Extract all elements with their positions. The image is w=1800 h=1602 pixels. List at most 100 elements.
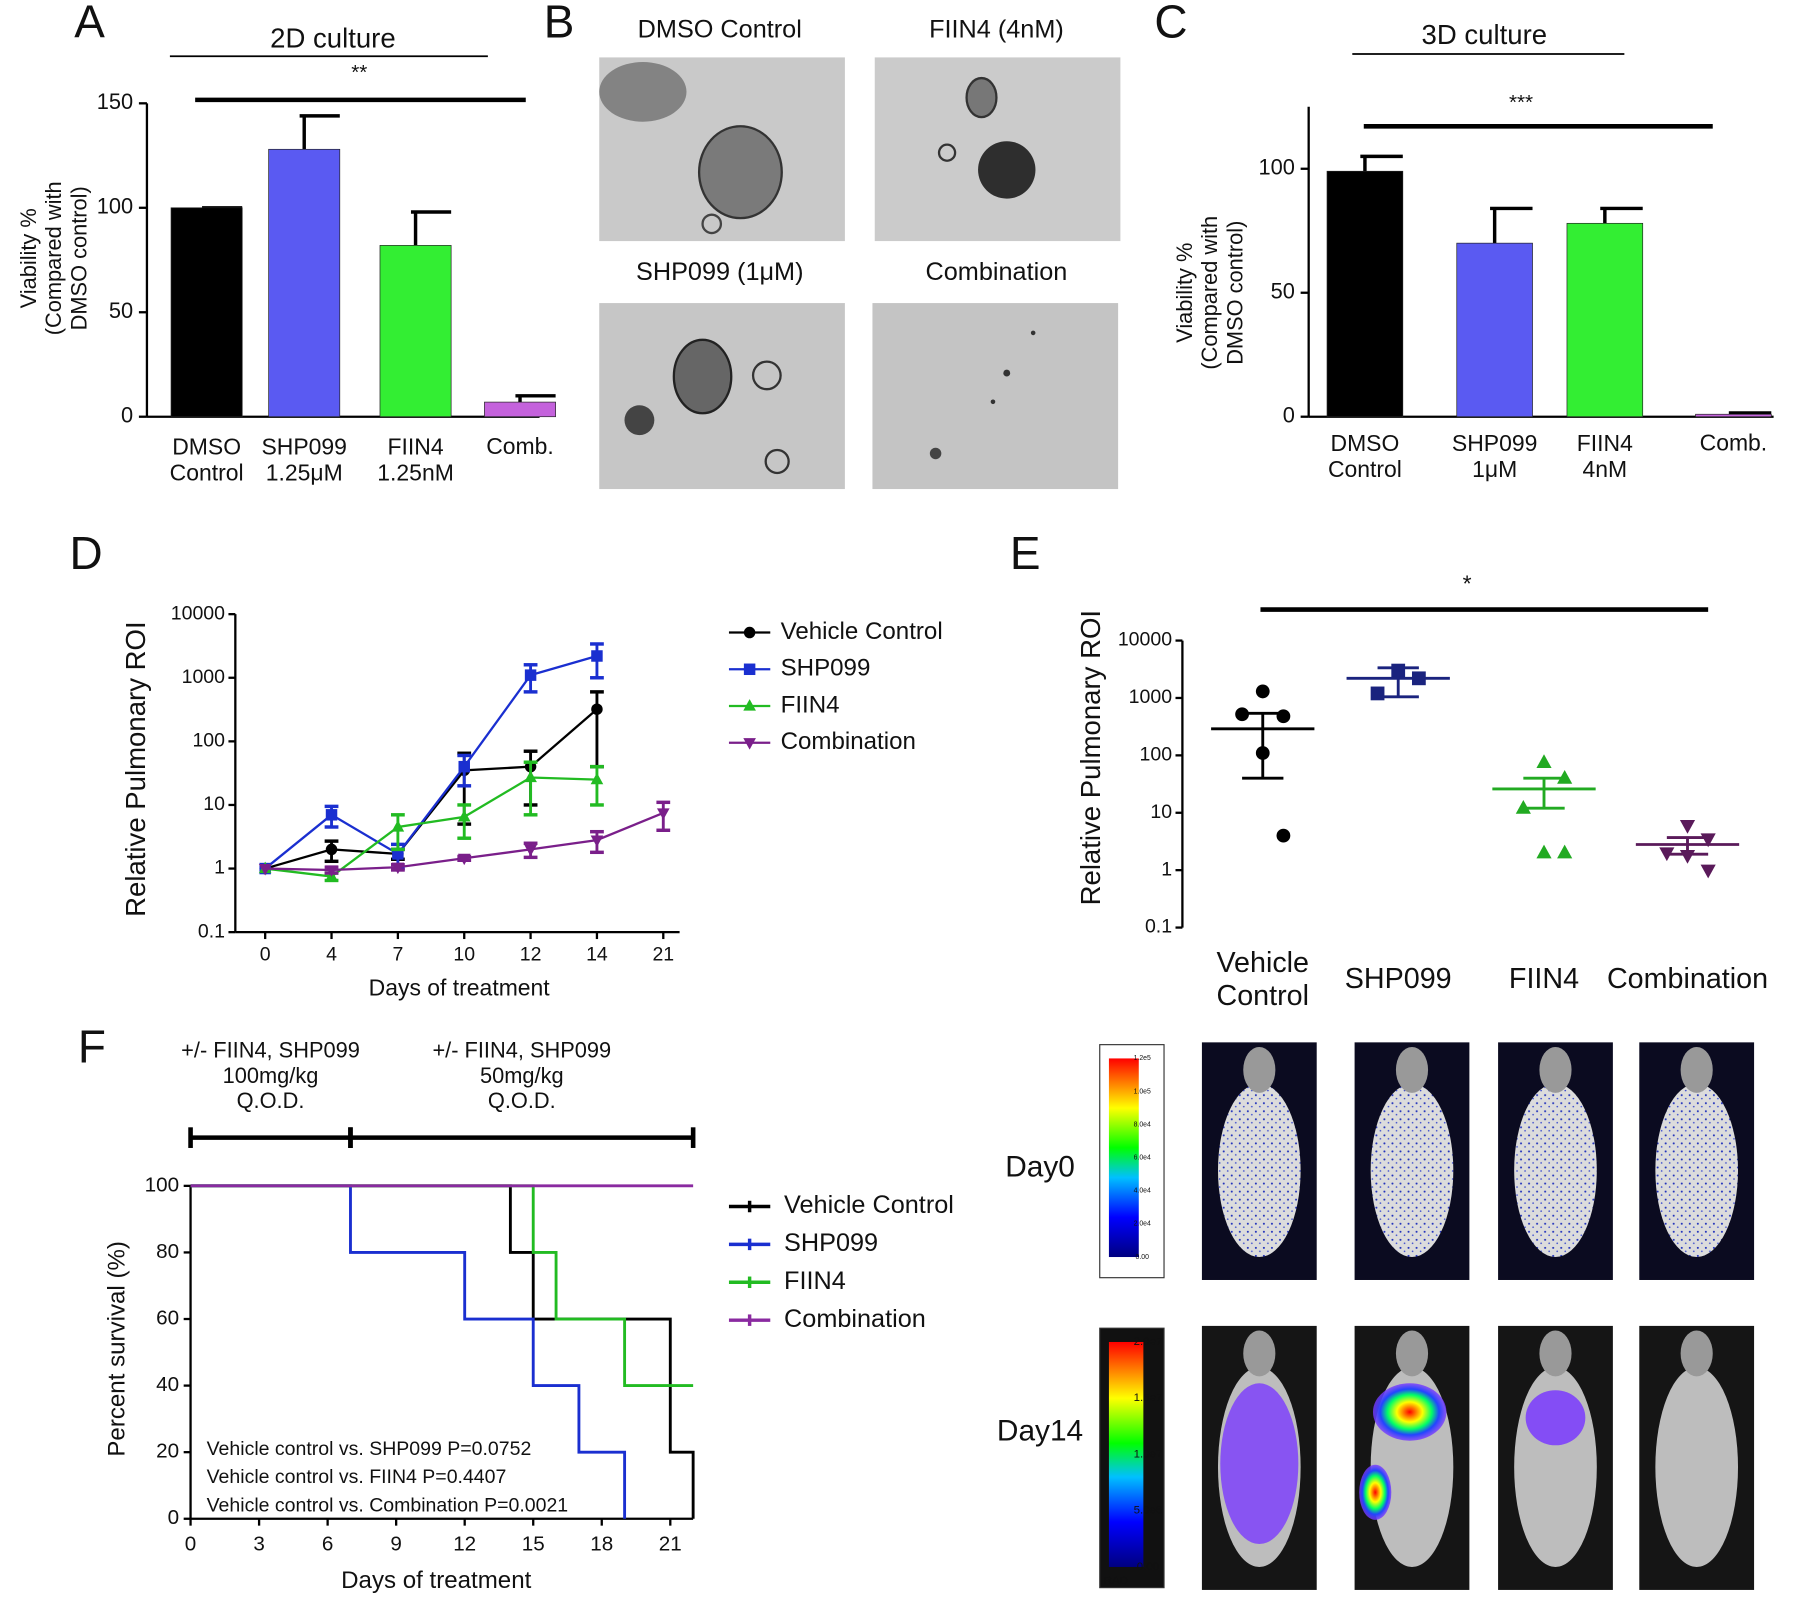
text-line: Control bbox=[1217, 979, 1309, 1011]
x-tick-label: Comb. bbox=[1700, 429, 1768, 455]
annotation: Vehicle control vs. SHP099 P=0.0752 bbox=[207, 1438, 532, 1460]
legend-label: Combination bbox=[781, 728, 916, 755]
x-tick-label: 10 bbox=[453, 943, 475, 965]
mouse-body bbox=[1655, 1083, 1739, 1258]
y-tick-label: 1 bbox=[1161, 858, 1172, 880]
y-tick-label: 10 bbox=[1150, 801, 1172, 823]
marker bbox=[325, 809, 338, 821]
y-axis-label: Percent survival (%) bbox=[104, 1241, 131, 1457]
legend-label: Vehicle Control bbox=[781, 618, 943, 645]
text-line: FIIN4 bbox=[388, 433, 444, 459]
y-axis-label: Relative Pulmonary ROI bbox=[1075, 610, 1106, 905]
x-tick-label: 6 bbox=[322, 1533, 334, 1556]
y-tick-label: 50 bbox=[109, 298, 133, 323]
text-line: DMSO control) bbox=[1222, 221, 1247, 365]
bioluminescence bbox=[1220, 1383, 1299, 1545]
x-tick-label: 3 bbox=[253, 1533, 265, 1556]
marker bbox=[590, 772, 604, 785]
y-axis-label: Viability %(Compared withDMSO control) bbox=[16, 181, 92, 335]
legend-marker bbox=[743, 626, 756, 639]
colorbar-label: 0.00 bbox=[1137, 1561, 1159, 1573]
text-line: Q.O.D. bbox=[488, 1088, 556, 1113]
colorbar bbox=[1108, 1341, 1144, 1567]
text-line: DMSO control) bbox=[66, 186, 91, 330]
colorbar-label: 1.0e7 bbox=[1134, 1449, 1163, 1461]
x-tick-label: 0 bbox=[260, 943, 271, 965]
marker bbox=[1276, 828, 1291, 843]
y-tick-label: 100 bbox=[1259, 155, 1295, 180]
x-tick-label: 15 bbox=[522, 1533, 545, 1556]
panel-label: C bbox=[1154, 0, 1187, 47]
text-line: 1μM bbox=[1472, 456, 1517, 482]
annotation: Vehicle control vs. Combination P=0.0021 bbox=[207, 1494, 569, 1516]
x-tick-label: Comb. bbox=[486, 433, 554, 459]
image-caption: Combination bbox=[926, 258, 1068, 286]
y-axis-label: Viability %(Compared withDMSO control) bbox=[1172, 216, 1248, 370]
x-tick-label: FIIN4 bbox=[1509, 963, 1579, 995]
text-line: (Compared with bbox=[1197, 216, 1222, 370]
text-line: Viability % bbox=[1172, 243, 1197, 343]
colorbar-label: 8.0e4 bbox=[1134, 1121, 1151, 1128]
x-tick-label: 21 bbox=[659, 1533, 682, 1556]
y-tick-label: 0.1 bbox=[1145, 916, 1172, 938]
significance-label: * bbox=[1463, 571, 1472, 597]
image-caption: DMSO Control bbox=[638, 16, 802, 44]
marker bbox=[1276, 709, 1291, 724]
mouse-head bbox=[1680, 1330, 1713, 1377]
phase-label: +/- FIIN4, SHP099 50mg/kg Q.O.D. bbox=[432, 1037, 611, 1112]
y-tick-label: 1 bbox=[214, 857, 225, 879]
marker bbox=[1557, 769, 1573, 784]
text-line: Q.O.D. bbox=[237, 1088, 305, 1113]
legend-label: SHP099 bbox=[784, 1229, 878, 1257]
annotation: Vehicle control vs. FIIN4 P=0.4407 bbox=[207, 1466, 507, 1488]
text-line: +/- FIIN4, SHP099 bbox=[181, 1037, 360, 1062]
series-line bbox=[264, 708, 598, 870]
y-tick-label: 10 bbox=[203, 793, 225, 815]
y-tick-label: 0 bbox=[1283, 402, 1295, 427]
marker bbox=[325, 865, 338, 877]
x-axis-label: Days of treatment bbox=[341, 1567, 531, 1594]
legend-label: FIIN4 bbox=[781, 691, 840, 718]
image-caption: SHP099 (1μM) bbox=[636, 258, 804, 286]
mouse-body bbox=[1217, 1083, 1301, 1258]
micrograph bbox=[599, 57, 845, 242]
marker bbox=[591, 703, 603, 715]
marker bbox=[391, 820, 405, 832]
x-tick-label: Vehicle Control bbox=[1216, 946, 1309, 1011]
bioluminescence bbox=[1372, 1383, 1447, 1441]
x-tick-label: DMSO Control bbox=[170, 433, 244, 485]
series-line bbox=[264, 654, 598, 870]
marker bbox=[1700, 864, 1716, 879]
x-tick-label: 12 bbox=[453, 1533, 476, 1556]
significance-label: *** bbox=[1509, 91, 1533, 114]
micrograph bbox=[874, 57, 1121, 242]
marker bbox=[1255, 684, 1270, 699]
text-line: SHP099 bbox=[1452, 430, 1537, 456]
row-label: Day0 bbox=[1005, 1151, 1075, 1184]
x-tick-label: FIIN4 4nM bbox=[1577, 430, 1633, 482]
bar bbox=[170, 207, 243, 418]
y-tick-label: 40 bbox=[156, 1373, 179, 1396]
bioluminescence bbox=[1359, 1464, 1392, 1520]
series-line bbox=[265, 776, 597, 878]
panel-label: E bbox=[1010, 527, 1041, 579]
y-tick-label: 60 bbox=[156, 1306, 179, 1329]
legend-marker bbox=[743, 699, 756, 711]
panel-label: A bbox=[74, 0, 105, 47]
chart-title: 2D culture bbox=[270, 22, 396, 53]
colorbar-label: 5.0e6 bbox=[1134, 1505, 1163, 1517]
colorbar-label: 2.0e7 bbox=[1134, 1336, 1163, 1348]
bioluminescence bbox=[1525, 1390, 1586, 1446]
marker bbox=[458, 760, 470, 773]
legend-label: Combination bbox=[784, 1305, 926, 1333]
marker bbox=[325, 843, 338, 856]
mouse-head bbox=[1243, 1046, 1276, 1093]
colorbar-unit: RAD bbox=[1104, 1575, 1128, 1587]
mouse-head bbox=[1539, 1330, 1572, 1377]
y-tick-label: 1000 bbox=[1129, 686, 1173, 708]
y-tick-label: 10000 bbox=[1118, 629, 1172, 651]
marker bbox=[591, 650, 603, 662]
y-tick-label: 10000 bbox=[171, 602, 225, 624]
mouse-head bbox=[1395, 1330, 1429, 1377]
